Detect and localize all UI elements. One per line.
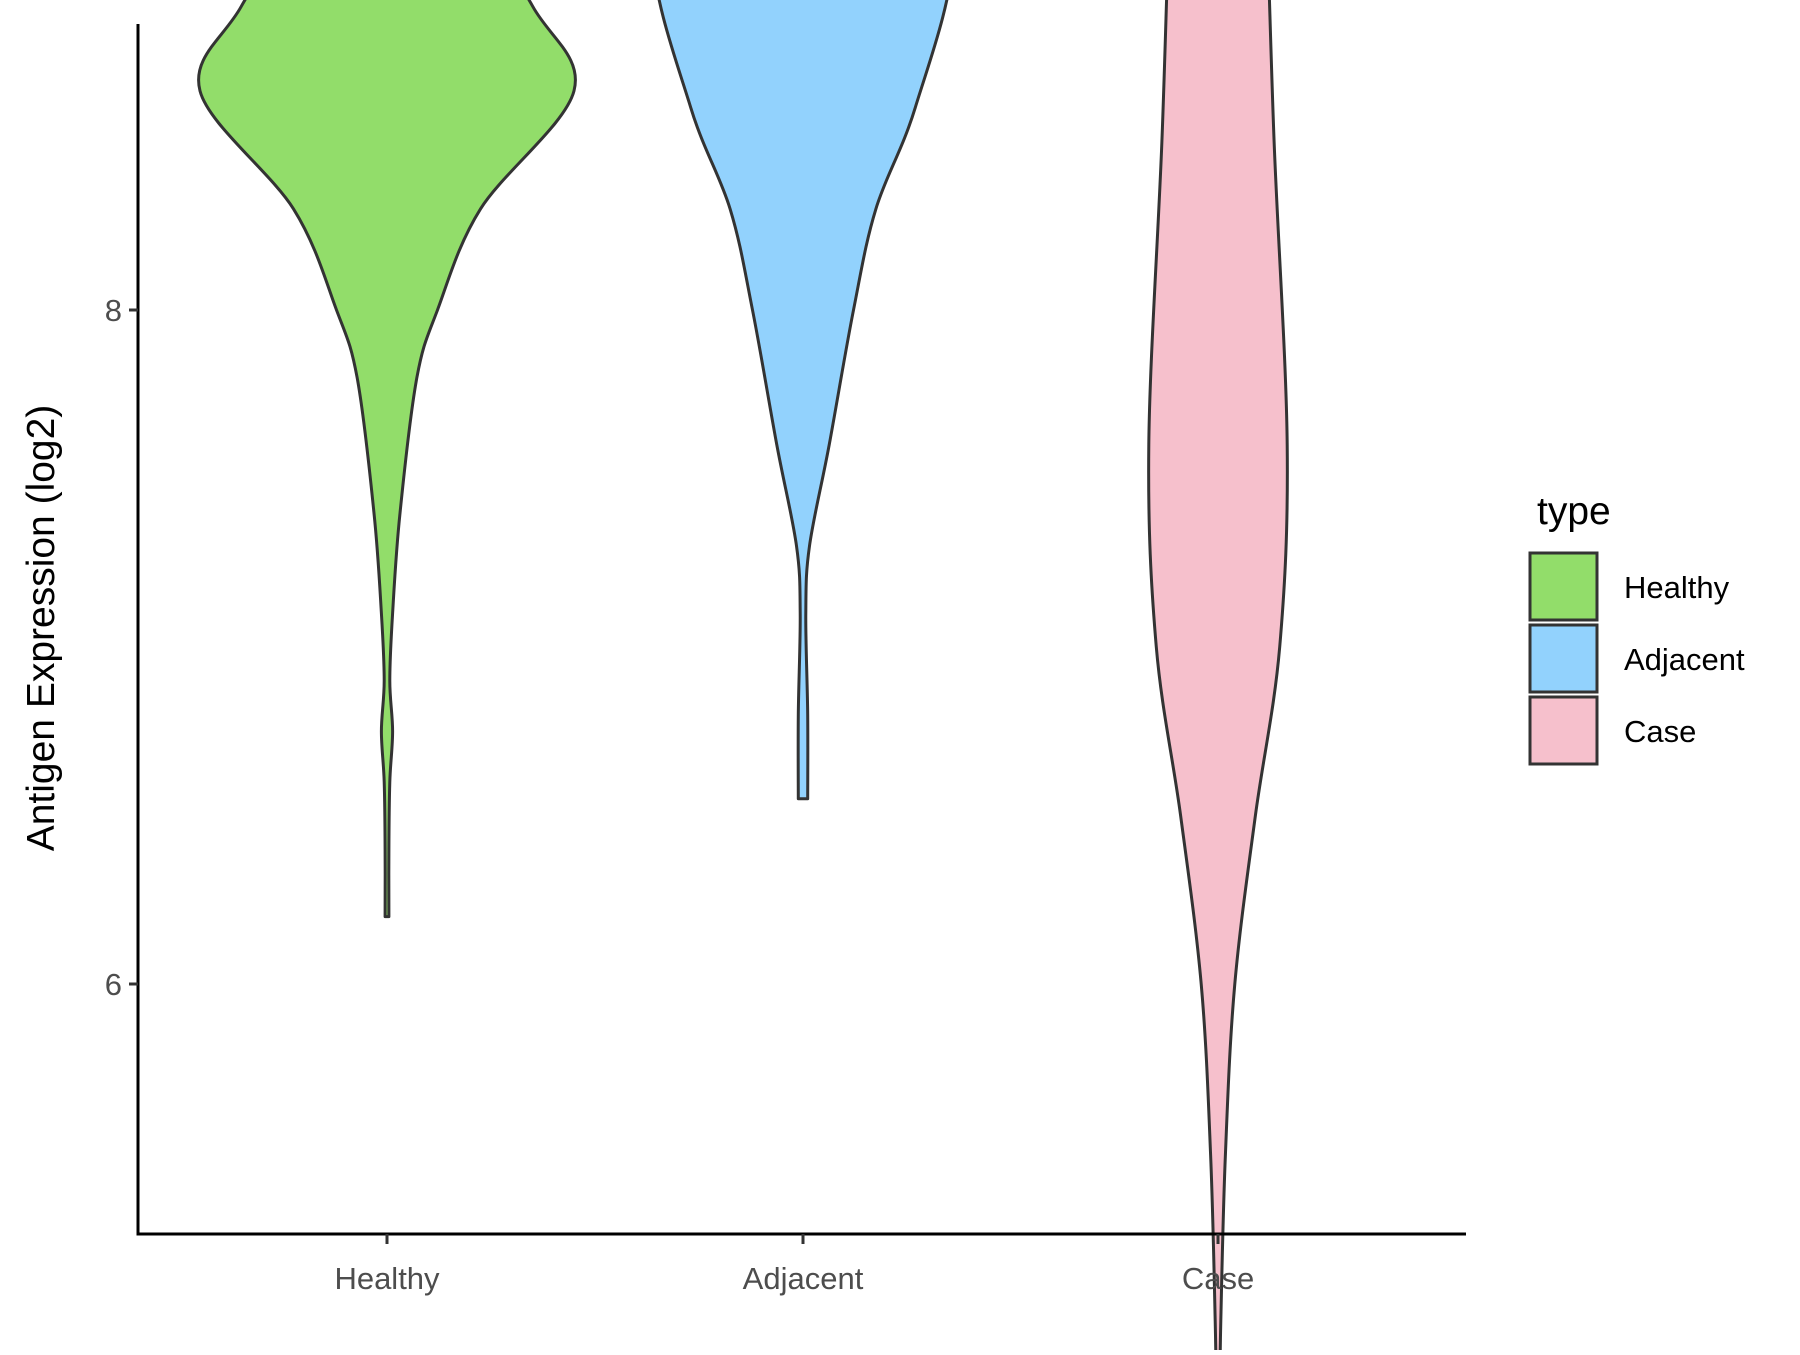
violin-adjacent	[657, 0, 949, 801]
x-tick-label: Healthy	[334, 1261, 440, 1296]
violin-healthy	[197, 0, 577, 919]
violin-layer	[197, 0, 1289, 1355]
legend: type Healthy Adjacent Case	[1528, 490, 1745, 766]
axes-layer	[136, 24, 1466, 1236]
y-tick-label: 6	[105, 967, 122, 1002]
x-tick-label: Case	[1182, 1261, 1254, 1296]
violin-case	[1147, 0, 1289, 1355]
legend-items: Healthy Adjacent Case	[1528, 551, 1745, 766]
y-ticks: 6810	[105, 293, 138, 1002]
legend-label-case: Case	[1624, 714, 1696, 749]
y-tick-label: 8	[105, 293, 122, 328]
legend-key-adjacent	[1528, 623, 1599, 694]
y-axis-title: Antigen Expression (log2)	[20, 405, 63, 852]
legend-label-healthy: Healthy	[1624, 570, 1730, 605]
x-tick-label: Adjacent	[743, 1261, 864, 1296]
legend-label-adjacent: Adjacent	[1624, 642, 1745, 677]
legend-key-case	[1528, 695, 1599, 766]
x-ticks: Healthy Adjacent Case	[334, 1234, 1254, 1296]
legend-key-healthy	[1528, 551, 1599, 622]
legend-title: type	[1537, 490, 1611, 533]
